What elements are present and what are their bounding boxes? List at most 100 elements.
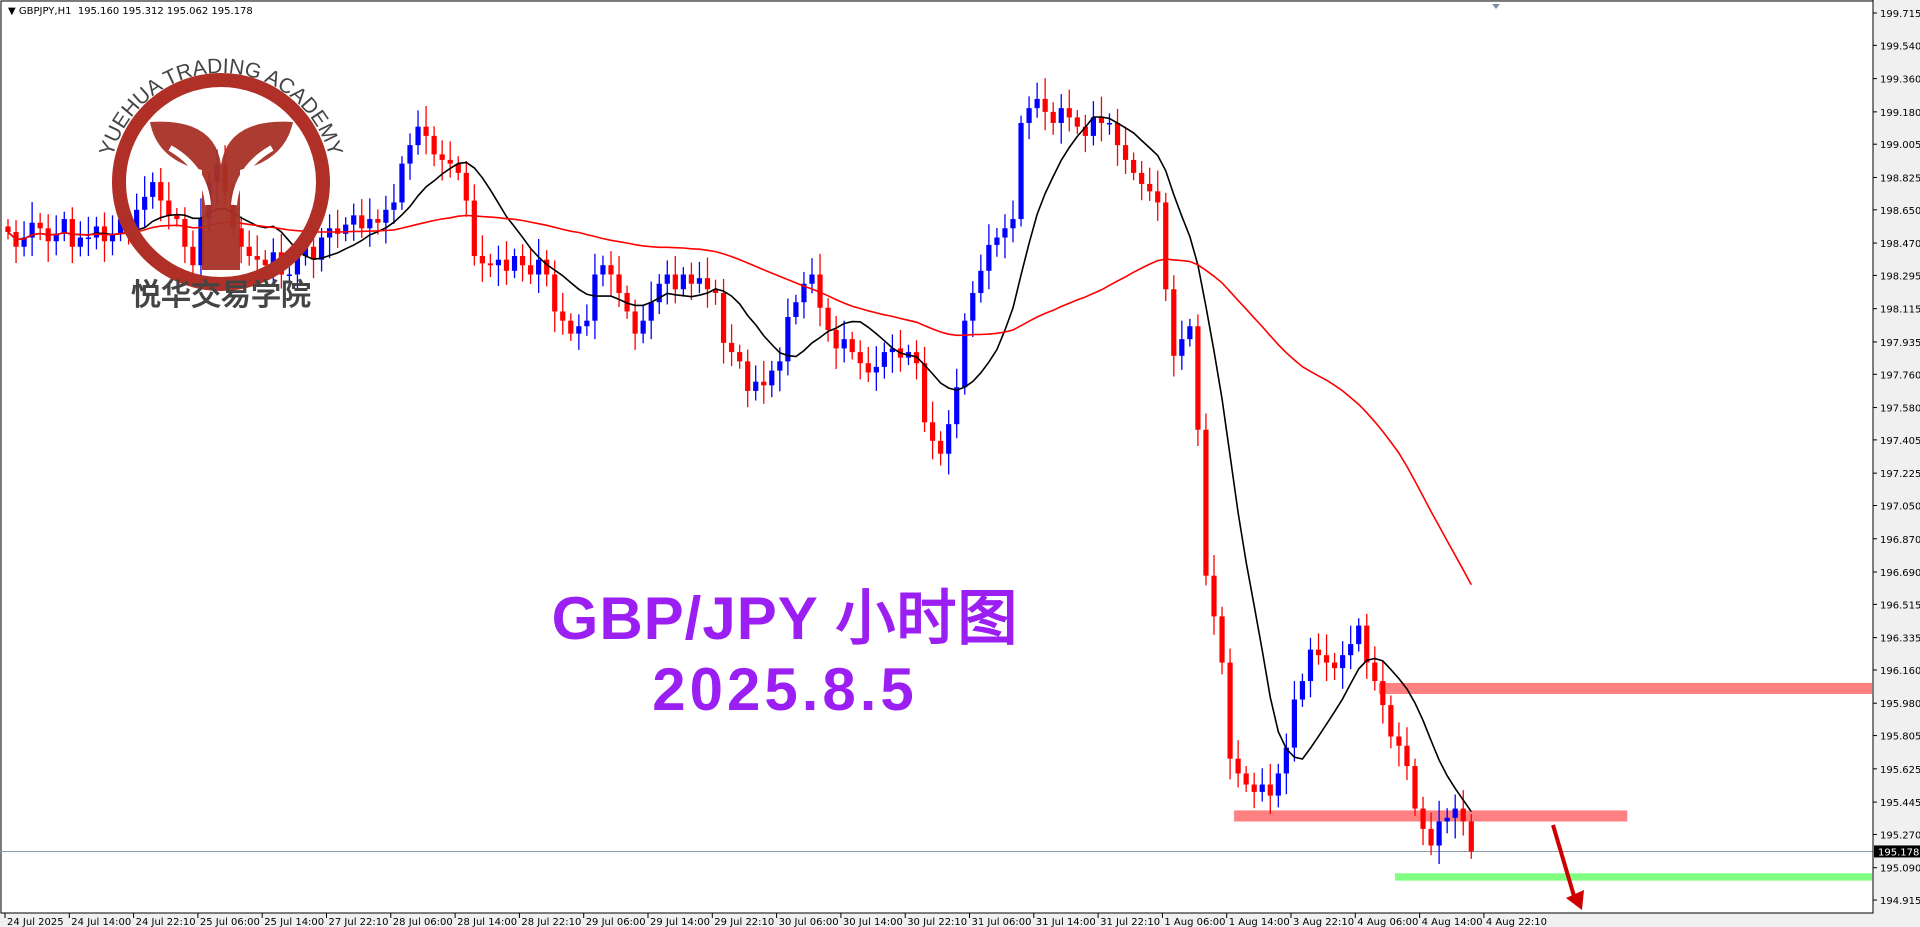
candle [1219, 606, 1225, 675]
candle [399, 156, 405, 210]
candle [849, 331, 855, 360]
symbol-label: GBPJPY,H1 [18, 6, 72, 17]
y-tick-label: 199.005 [1880, 140, 1920, 151]
candle [1428, 812, 1434, 856]
candle-body [1122, 145, 1129, 160]
candle [1090, 101, 1096, 146]
candle-body [592, 274, 598, 321]
candle-body [1066, 108, 1072, 118]
candle [415, 110, 421, 155]
candle [1275, 763, 1281, 808]
candle-body [246, 246, 252, 257]
candle-body [704, 278, 711, 290]
y-tick-label: 195.805 [1880, 732, 1920, 743]
candle [5, 219, 11, 240]
resistance-zone [1378, 682, 1872, 694]
y-tick-label: 195.445 [1880, 798, 1920, 809]
candle-body [1050, 111, 1056, 123]
candle [1203, 413, 1209, 586]
candle [61, 211, 67, 242]
candle-body [399, 163, 405, 203]
candle [335, 209, 341, 248]
candle-body [270, 252, 276, 266]
candle-body [624, 292, 630, 312]
y-tick-label: 198.470 [1880, 239, 1920, 250]
candle-body [1251, 784, 1257, 792]
candle [1332, 652, 1338, 680]
y-tick-label: 194.915 [1880, 896, 1920, 907]
candle [238, 216, 244, 264]
candle [1291, 681, 1297, 762]
candle-body [1291, 699, 1297, 748]
y-tick-label: 199.360 [1880, 75, 1920, 86]
y-tick-label: 196.515 [1880, 600, 1920, 611]
candle-body [696, 278, 703, 284]
candle-body [351, 215, 357, 225]
candle [519, 244, 526, 282]
candle-body [857, 352, 863, 364]
candle-body [423, 126, 429, 136]
x-tick-label: 28 Jul 06:00 [393, 917, 453, 927]
candle-body [238, 228, 244, 247]
collapse-icon[interactable]: ▼ [8, 6, 16, 17]
candle-body [1275, 773, 1281, 796]
candle [1364, 613, 1370, 679]
candle-body [1106, 122, 1113, 125]
candle [737, 344, 743, 369]
candle [37, 213, 43, 241]
candle [142, 176, 148, 229]
candle-body [383, 209, 389, 223]
chart-shift-marker-icon[interactable] [1492, 4, 1500, 9]
candle-body [1203, 429, 1209, 576]
candle-body [881, 352, 887, 367]
candle-body [1412, 766, 1418, 809]
candle-body [648, 302, 654, 321]
candle [1340, 641, 1346, 689]
candle-body [664, 274, 670, 284]
candle [198, 198, 204, 284]
candle [1348, 625, 1354, 670]
candle-body [407, 145, 413, 164]
candle [286, 267, 292, 282]
candle [1026, 96, 1032, 140]
candle [769, 360, 775, 398]
candle-body [536, 259, 542, 275]
candle-body [93, 226, 100, 238]
candle-body [463, 172, 469, 201]
candle [712, 279, 719, 305]
candle [954, 368, 960, 439]
candle [1082, 114, 1088, 153]
candle [1323, 634, 1330, 682]
current-price-badge [1874, 845, 1920, 858]
candle-body [1074, 117, 1080, 127]
candle-body [849, 339, 855, 353]
candle [745, 349, 751, 408]
candle-body [310, 246, 317, 260]
candle-body [720, 292, 727, 343]
candle [624, 285, 630, 319]
candle [1195, 314, 1201, 446]
y-tick-label: 198.825 [1880, 173, 1920, 184]
candle-body [439, 154, 445, 160]
candle-body [737, 352, 743, 362]
candle-body [1323, 655, 1330, 663]
candle [616, 256, 622, 308]
x-tick-label: 4 Aug 06:00 [1357, 917, 1418, 927]
y-tick-label: 198.650 [1880, 206, 1920, 217]
candle-body [616, 274, 622, 293]
candle-body [1179, 339, 1185, 356]
candle-body [921, 363, 928, 423]
candle [1131, 152, 1137, 181]
candle [930, 401, 936, 460]
x-tick-label: 27 Jul 22:10 [329, 917, 389, 927]
candle [793, 294, 799, 325]
candle [1372, 646, 1378, 691]
candle [873, 346, 879, 391]
candle [688, 262, 694, 300]
candle [1243, 766, 1249, 792]
candle [447, 141, 453, 178]
candle [495, 245, 502, 286]
candle-body [930, 422, 936, 441]
candle [600, 255, 606, 287]
